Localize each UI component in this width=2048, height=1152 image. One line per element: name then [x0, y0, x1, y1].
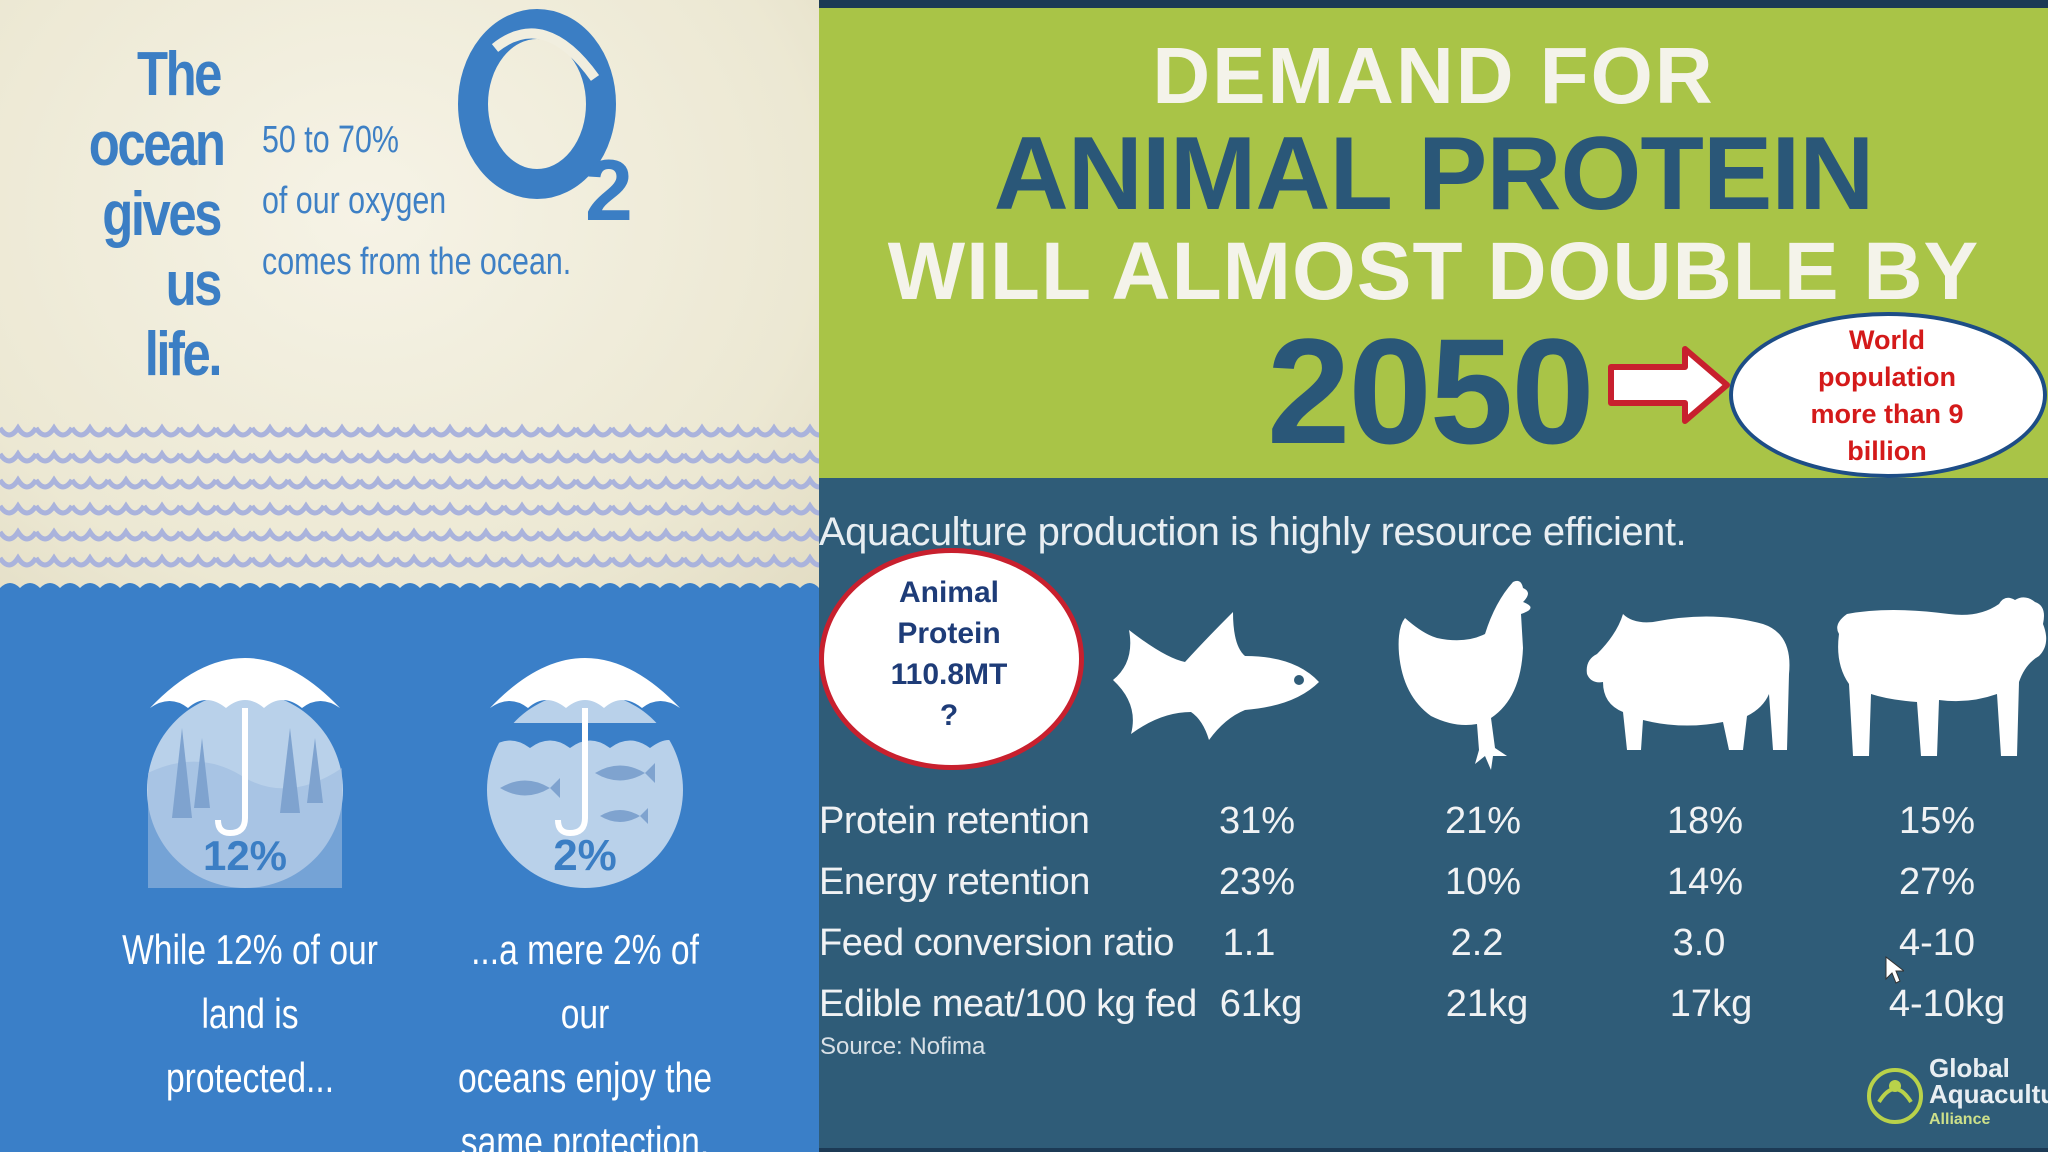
pig-icon — [1586, 614, 1790, 750]
row-label-protein: Protein retention — [819, 800, 1090, 842]
row-label-energy: Energy retention — [819, 861, 1090, 903]
oxygen-line: comes from the ocean. — [262, 241, 572, 283]
table-cell: 4-10kg — [1888, 983, 2006, 1025]
headline-line-3: WILL ALMOST DOUBLE BY — [887, 226, 1980, 317]
wave-band — [0, 420, 819, 570]
arrow-right-icon — [1608, 346, 1730, 424]
mouse-cursor-icon — [1885, 955, 1904, 984]
protein-demand-slide: DEMAND FOR ANIMAL PROTEIN WILL ALMOST DO… — [819, 0, 2048, 1152]
ocean-umbrella-icon: 2% — [487, 658, 683, 888]
land-percentage: 12% — [203, 832, 287, 879]
table-cell: 1.1 — [1222, 922, 1276, 964]
land-umbrella-icon: 12% — [147, 658, 343, 888]
ocean-title: The ocean gives us life. — [88, 40, 226, 390]
headline-line-1: DEMAND FOR — [1152, 31, 1715, 120]
caption-line: oceans enjoy the — [457, 1054, 713, 1101]
source-note: Source: Nofima — [820, 1033, 986, 1060]
caption-line: land is protected... — [165, 990, 335, 1101]
logo-line: Global — [1929, 1053, 2010, 1083]
oxygen-line: of our oxygen — [262, 180, 447, 222]
ocean-infographic: The ocean gives us life. 50 to 70% of ou… — [0, 0, 819, 1152]
table-cell: 14% — [1666, 861, 1744, 903]
world-population-text: World population more than 9 billion — [1737, 322, 2037, 470]
o2-icon: 2 — [458, 9, 633, 228]
ocean-percentage: 2% — [553, 831, 617, 880]
fish-icon — [1113, 612, 1319, 740]
chicken-icon — [1398, 580, 1531, 770]
title-line: us — [165, 250, 223, 319]
table-cell: 31% — [1218, 800, 1296, 842]
world-line: population — [1818, 362, 1956, 392]
table-cell: 23% — [1218, 861, 1296, 903]
world-line: World — [1849, 325, 1925, 355]
caption-line: same protection. — [460, 1118, 710, 1152]
title-line: life. — [144, 320, 223, 389]
world-line: more than 9 — [1810, 399, 1964, 429]
logo-line: Aquaculture — [1929, 1079, 2048, 1109]
world-line: billion — [1847, 436, 1927, 466]
world-population-bubble — [1729, 312, 2047, 478]
headline-year: 2050 — [1267, 307, 1595, 475]
animal-protein-text: Animal Protein 110.8MT ? — [839, 572, 1059, 736]
gaa-logo-icon — [1867, 1068, 1923, 1124]
table-cell: 17kg — [1669, 983, 1753, 1025]
o2-subscript: 2 — [585, 143, 633, 228]
table-cell: 21kg — [1445, 983, 1529, 1025]
title-line: ocean — [88, 110, 226, 179]
row-label-edible: Edible meat/100 kg fed — [819, 983, 1197, 1025]
protein-line: Animal — [898, 576, 1000, 609]
table-cell: 10% — [1444, 861, 1522, 903]
table-cell: 21% — [1444, 800, 1522, 842]
protein-line: ? — [939, 699, 959, 732]
table-cell: 27% — [1898, 861, 1976, 903]
title-line: The — [136, 40, 222, 109]
oxygen-statement: 50 to 70% of our oxygen comes from the o… — [262, 110, 571, 293]
protein-line: Protein — [897, 617, 1001, 650]
oxygen-line: 50 to 70% — [262, 119, 399, 161]
table-cell: 15% — [1898, 800, 1976, 842]
animal-protein-bubble — [819, 548, 1084, 770]
table-cell: 2.2 — [1450, 922, 1504, 964]
gaa-logo-text: Global Aquaculture Alliance — [1929, 1055, 2048, 1133]
table-cell: 61kg — [1219, 983, 1303, 1025]
land-caption: While 12% of our land is protected... — [122, 918, 378, 1110]
subtitle: Aquaculture production is highly resourc… — [819, 510, 1687, 554]
caption-line: While 12% of our — [122, 926, 378, 973]
protein-line: 110.8MT — [890, 658, 1008, 691]
caption-line: ...a mere 2% of our — [471, 926, 699, 1037]
row-label-fcr: Feed conversion ratio — [819, 922, 1174, 964]
blue-background — [0, 590, 819, 1152]
wave-edge — [0, 583, 819, 598]
headline-line-2: ANIMAL PROTEIN — [993, 116, 1875, 232]
table-cell: 4-10 — [1898, 922, 1976, 964]
logo-line: Alliance — [1929, 1111, 1991, 1128]
cow-icon — [1837, 597, 2047, 756]
table-cell: 18% — [1666, 800, 1744, 842]
table-cell: 3.0 — [1672, 922, 1726, 964]
ocean-caption: ...a mere 2% of our oceans enjoy the sam… — [453, 918, 717, 1152]
title-line: gives — [102, 180, 222, 249]
